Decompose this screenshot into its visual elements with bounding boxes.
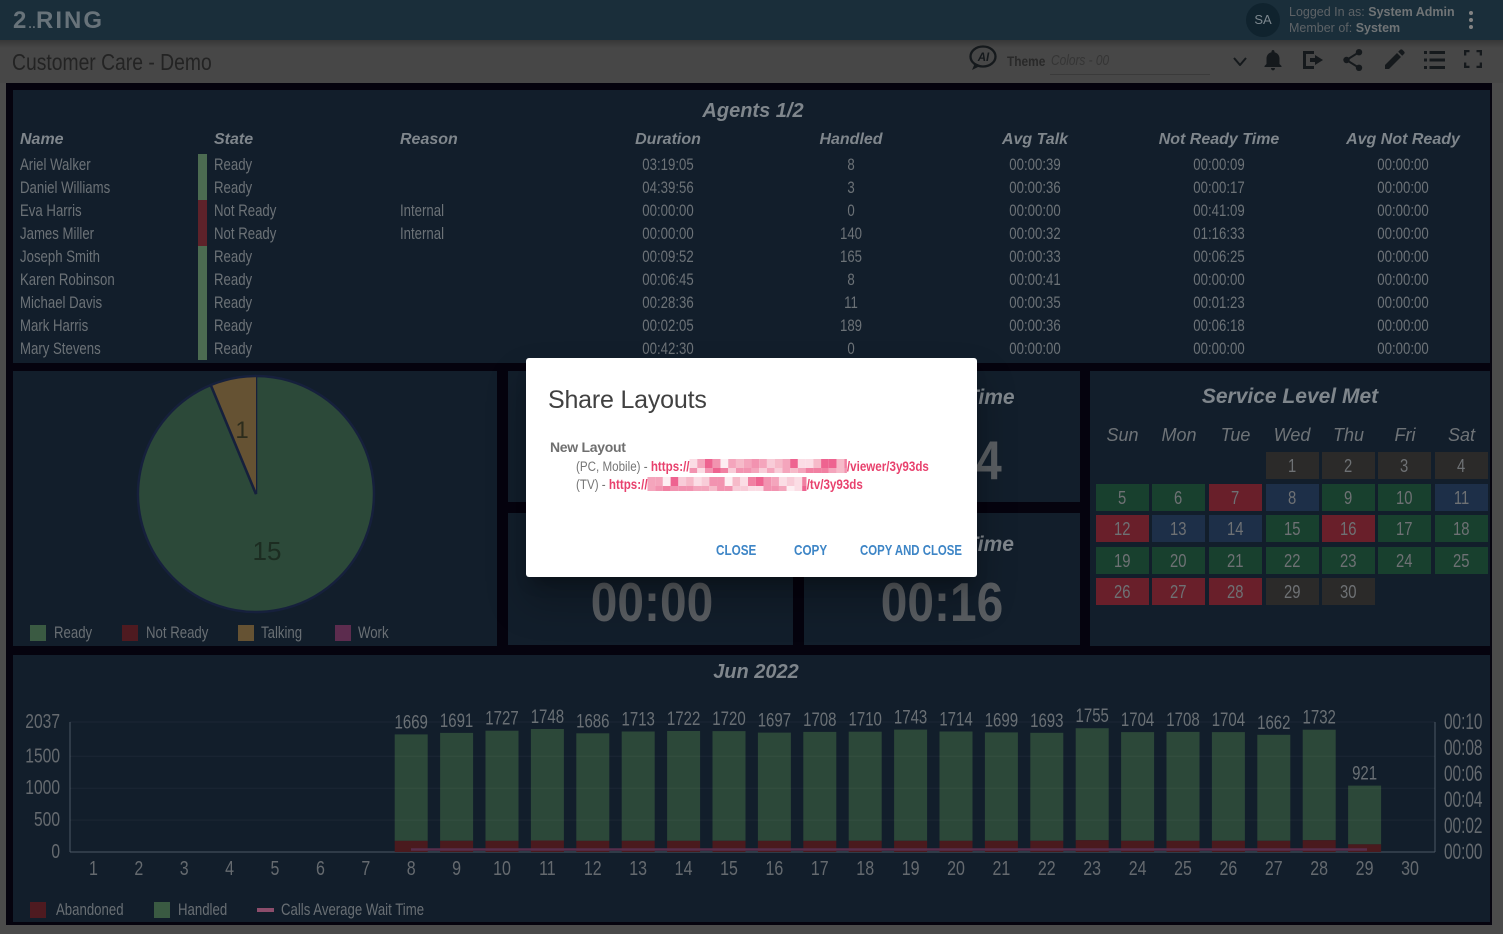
svg-text:5: 5: [271, 857, 280, 879]
svg-text:1691: 1691: [440, 710, 473, 731]
svg-text:AI: AI: [977, 52, 990, 64]
svg-text:24: 24: [1129, 857, 1147, 879]
svg-text:1: 1: [89, 857, 98, 879]
svg-text:17: 17: [811, 857, 829, 879]
svg-text:26: 26: [1219, 857, 1237, 879]
svg-text:21: 21: [992, 857, 1010, 879]
svg-text:00:06: 00:06: [1444, 762, 1482, 786]
svg-text:2037: 2037: [25, 710, 60, 732]
svg-text:00:08: 00:08: [1444, 736, 1482, 760]
svg-text:23: 23: [1083, 857, 1101, 879]
svg-text:12: 12: [584, 857, 602, 879]
svg-text:30: 30: [1401, 857, 1419, 879]
svg-text:1755: 1755: [1076, 706, 1109, 727]
svg-text:1693: 1693: [1030, 710, 1063, 731]
svg-text:18: 18: [856, 857, 874, 879]
svg-text:1686: 1686: [576, 711, 609, 732]
svg-text:1713: 1713: [622, 709, 655, 730]
svg-text:00:00: 00:00: [1444, 840, 1482, 864]
svg-text:1662: 1662: [1257, 712, 1290, 733]
svg-text:27: 27: [1265, 857, 1283, 879]
svg-text:00:02: 00:02: [1444, 814, 1482, 838]
svg-text:921: 921: [1352, 763, 1377, 784]
svg-text:14: 14: [675, 857, 693, 879]
svg-text:6: 6: [316, 857, 325, 879]
svg-text:500: 500: [34, 808, 60, 830]
svg-text:1727: 1727: [485, 708, 518, 729]
svg-text:1732: 1732: [1303, 707, 1336, 728]
svg-text:4: 4: [225, 857, 234, 879]
svg-text:1697: 1697: [758, 710, 791, 731]
svg-text:29: 29: [1356, 857, 1374, 879]
svg-text:1000: 1000: [25, 776, 60, 798]
svg-text:1704: 1704: [1121, 709, 1155, 730]
svg-text:1500: 1500: [25, 744, 60, 766]
svg-text:20: 20: [947, 857, 965, 879]
svg-text:0: 0: [51, 840, 60, 862]
svg-text:1722: 1722: [667, 708, 700, 729]
svg-text:15: 15: [720, 857, 738, 879]
svg-text:1699: 1699: [985, 710, 1018, 731]
svg-text:9: 9: [452, 857, 461, 879]
svg-text:Jun 2022: Jun 2022: [713, 661, 799, 683]
svg-text:25: 25: [1174, 857, 1192, 879]
svg-text:2: 2: [134, 857, 143, 879]
svg-text:13: 13: [629, 857, 647, 879]
svg-text:1748: 1748: [531, 706, 564, 727]
svg-text:10: 10: [493, 857, 511, 879]
svg-text:28: 28: [1310, 857, 1328, 879]
svg-text:19: 19: [902, 857, 920, 879]
svg-text:1743: 1743: [894, 707, 927, 728]
svg-text:1714: 1714: [939, 709, 973, 730]
svg-text:00:10: 00:10: [1444, 710, 1482, 734]
svg-text:1710: 1710: [849, 709, 882, 730]
svg-text:8: 8: [407, 857, 416, 879]
svg-text:1720: 1720: [712, 708, 745, 729]
svg-text:1704: 1704: [1212, 709, 1246, 730]
svg-text:3: 3: [180, 857, 189, 879]
svg-text:1708: 1708: [1166, 709, 1199, 730]
svg-text:11: 11: [539, 857, 556, 879]
svg-text:22: 22: [1038, 857, 1056, 879]
svg-text:1669: 1669: [395, 712, 428, 733]
svg-text:1708: 1708: [803, 709, 836, 730]
svg-text:7: 7: [361, 857, 370, 879]
svg-text:00:04: 00:04: [1444, 788, 1482, 812]
svg-text:16: 16: [765, 857, 783, 879]
